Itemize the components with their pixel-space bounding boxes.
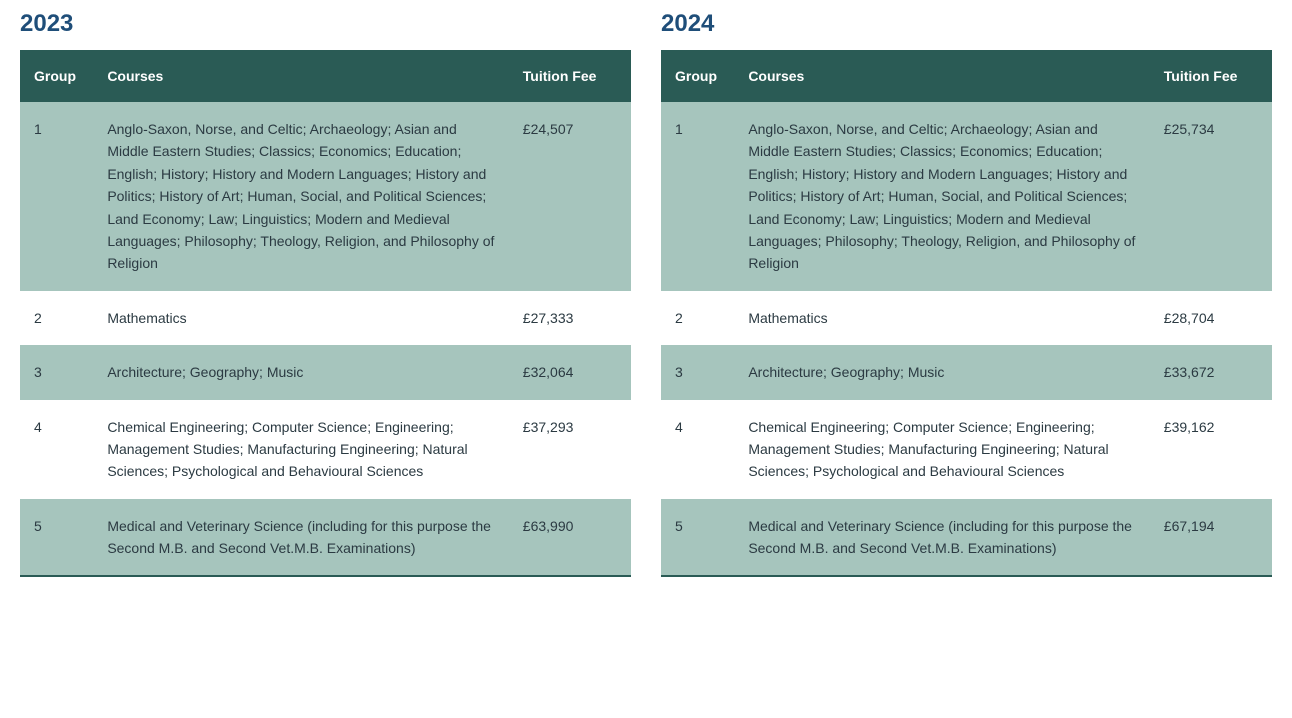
table-row: 1 Anglo-Saxon, Norse, and Celtic; Archae… xyxy=(20,102,631,291)
cell-courses: Architecture; Geography; Music xyxy=(93,345,508,399)
cell-fee: £28,704 xyxy=(1150,291,1272,345)
cell-fee: £39,162 xyxy=(1150,400,1272,499)
year-section-2024: 2024 Group Courses Tuition Fee 1 Anglo-S… xyxy=(661,10,1272,577)
cell-group: 4 xyxy=(20,400,93,499)
table-row: 5 Medical and Veterinary Science (includ… xyxy=(661,499,1272,577)
table-row: 3 Architecture; Geography; Music £33,672 xyxy=(661,345,1272,399)
cell-courses: Chemical Engineering; Computer Science; … xyxy=(734,400,1149,499)
table-row: 2 Mathematics £28,704 xyxy=(661,291,1272,345)
cell-courses: Anglo-Saxon, Norse, and Celtic; Archaeol… xyxy=(93,102,508,291)
header-fee: Tuition Fee xyxy=(509,50,631,102)
header-courses: Courses xyxy=(734,50,1149,102)
table-row: 2 Mathematics £27,333 xyxy=(20,291,631,345)
table-row: 1 Anglo-Saxon, Norse, and Celtic; Archae… xyxy=(661,102,1272,291)
cell-fee: £33,672 xyxy=(1150,345,1272,399)
cell-group: 2 xyxy=(661,291,734,345)
cell-group: 4 xyxy=(661,400,734,499)
cell-courses: Anglo-Saxon, Norse, and Celtic; Archaeol… xyxy=(734,102,1149,291)
table-header-row: Group Courses Tuition Fee xyxy=(661,50,1272,102)
cell-group: 1 xyxy=(661,102,734,291)
cell-group: 5 xyxy=(661,499,734,577)
cell-courses: Mathematics xyxy=(734,291,1149,345)
cell-courses: Medical and Veterinary Science (includin… xyxy=(93,499,508,577)
year-title: 2023 xyxy=(20,10,631,38)
cell-fee: £24,507 xyxy=(509,102,631,291)
cell-courses: Mathematics xyxy=(93,291,508,345)
table-header-row: Group Courses Tuition Fee xyxy=(20,50,631,102)
tables-container: 2023 Group Courses Tuition Fee 1 Anglo-S… xyxy=(20,10,1272,577)
table-row: 4 Chemical Engineering; Computer Science… xyxy=(20,400,631,499)
header-fee: Tuition Fee xyxy=(1150,50,1272,102)
header-group: Group xyxy=(661,50,734,102)
cell-courses: Chemical Engineering; Computer Science; … xyxy=(93,400,508,499)
cell-group: 5 xyxy=(20,499,93,577)
table-row: 3 Architecture; Geography; Music £32,064 xyxy=(20,345,631,399)
year-section-2023: 2023 Group Courses Tuition Fee 1 Anglo-S… xyxy=(20,10,631,577)
cell-group: 2 xyxy=(20,291,93,345)
cell-fee: £67,194 xyxy=(1150,499,1272,577)
cell-fee: £63,990 xyxy=(509,499,631,577)
year-title: 2024 xyxy=(661,10,1272,38)
cell-fee: £32,064 xyxy=(509,345,631,399)
fee-table: Group Courses Tuition Fee 1 Anglo-Saxon,… xyxy=(20,50,631,577)
cell-group: 1 xyxy=(20,102,93,291)
cell-fee: £37,293 xyxy=(509,400,631,499)
table-row: 5 Medical and Veterinary Science (includ… xyxy=(20,499,631,577)
table-row: 4 Chemical Engineering; Computer Science… xyxy=(661,400,1272,499)
header-group: Group xyxy=(20,50,93,102)
cell-group: 3 xyxy=(661,345,734,399)
cell-courses: Medical and Veterinary Science (includin… xyxy=(734,499,1149,577)
fee-table: Group Courses Tuition Fee 1 Anglo-Saxon,… xyxy=(661,50,1272,577)
cell-group: 3 xyxy=(20,345,93,399)
cell-courses: Architecture; Geography; Music xyxy=(734,345,1149,399)
cell-fee: £25,734 xyxy=(1150,102,1272,291)
header-courses: Courses xyxy=(93,50,508,102)
cell-fee: £27,333 xyxy=(509,291,631,345)
